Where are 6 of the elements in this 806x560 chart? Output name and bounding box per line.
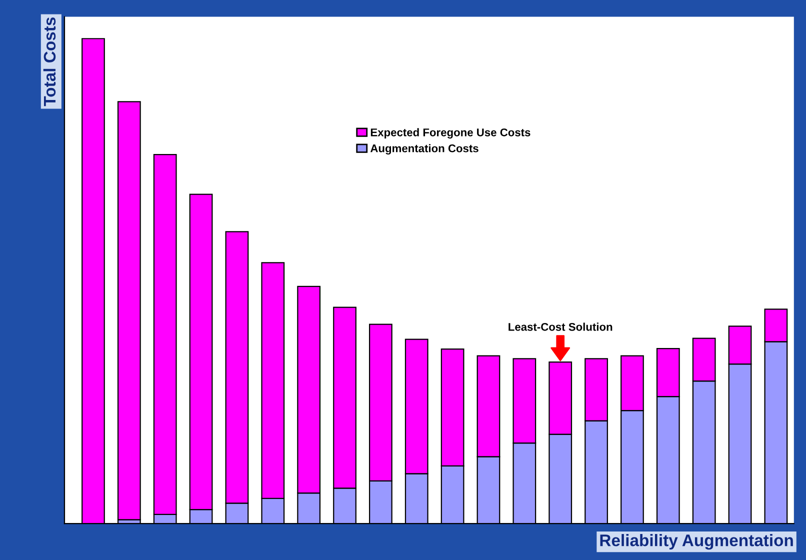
bar [117,101,141,520]
annotation: Least-Cost Solution [508,322,612,331]
legend-label: Augmentation Costs [370,144,478,155]
y-axis-title: Total Costs [43,17,56,106]
legend-label: Expected Foregone Use Costs [370,128,530,139]
x-axis-title: Reliability Augmentation [600,534,793,550]
